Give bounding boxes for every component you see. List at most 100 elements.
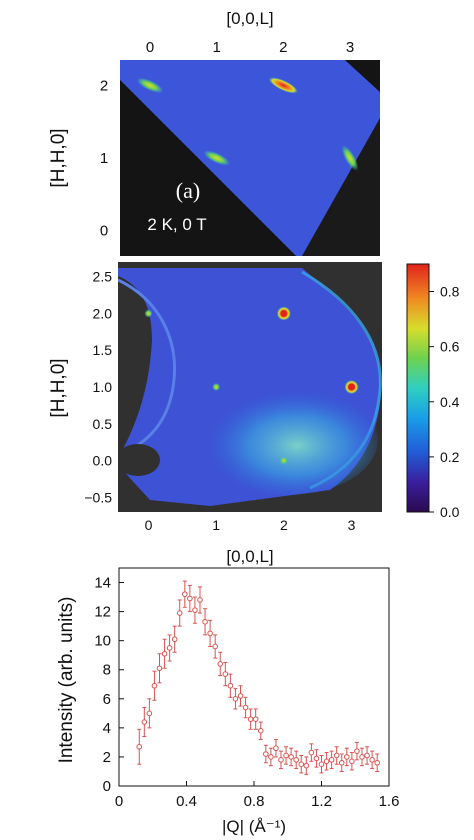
panel-b-xlabel: [0,0,L] — [226, 547, 273, 566]
tick-label: 8 — [103, 662, 111, 679]
data-point — [166, 645, 173, 651]
data-point — [176, 610, 183, 616]
tick-label: 1.6 — [379, 793, 400, 810]
data-point — [227, 682, 234, 689]
tick-label: 2 — [280, 517, 288, 533]
colorbar-tick-label: 0.0 — [440, 504, 460, 520]
panel-b-arc — [118, 278, 177, 454]
data-point — [318, 761, 325, 768]
panel-a-map — [120, 60, 380, 256]
data-point — [212, 643, 218, 650]
data-point — [278, 757, 284, 763]
bragg-peak — [341, 145, 359, 171]
data-point — [268, 754, 274, 760]
tick-label: 4 — [103, 720, 111, 737]
data-point — [207, 630, 213, 637]
tick-label: 12 — [94, 604, 111, 621]
tick-label: 1 — [212, 517, 220, 533]
bragg-peak — [268, 77, 298, 94]
bragg-peak — [212, 383, 221, 391]
panel-a-ylabel: [H,H,0] — [48, 128, 69, 187]
data-point — [288, 754, 294, 760]
tick-label: 0 — [115, 793, 123, 810]
panel-a-xticks: 0 1 2 3 — [146, 39, 354, 56]
colorbar-tick-label: 0.2 — [440, 449, 460, 465]
tick-label: 0 — [100, 223, 108, 240]
panel-b-diffuse — [198, 385, 378, 495]
panel-b: 0 1 2 3 2.5 2.0 1.5 1.0 0.5 0.0 −0.5 [H,H,0] [0,0… — [48, 262, 460, 566]
data-point — [308, 749, 315, 756]
panel-c-xlabel: |Q| (Å⁻¹) — [222, 817, 286, 836]
data-point — [237, 693, 244, 699]
tick-label: 1 — [100, 150, 108, 167]
panel-a-yticks: 2 1 0 — [100, 77, 108, 239]
panel-b-yticks: 2.5 2.0 1.5 1.0 0.5 0.0 −0.5 — [84, 269, 112, 506]
data-point — [222, 671, 229, 677]
data-point — [338, 759, 345, 766]
data-point — [247, 716, 254, 722]
tick-label: 1.5 — [93, 342, 113, 358]
data-point — [187, 595, 193, 602]
data-point — [182, 591, 188, 597]
panel-a-peaks — [136, 77, 359, 171]
panel-b-inner-dark — [118, 444, 160, 476]
bragg-peak-core — [280, 309, 288, 317]
colorbar-tick-label: 0.4 — [440, 394, 460, 410]
panel-c-ylabel: Intensity (arb. units) — [56, 597, 77, 764]
data-point — [333, 752, 340, 759]
data-point — [156, 665, 163, 672]
tick-label: 2 — [279, 39, 287, 56]
tick-label: 2 — [100, 77, 108, 94]
data-point — [257, 727, 264, 734]
tick-label: 0.5 — [93, 416, 113, 432]
data-point — [303, 762, 310, 769]
data-point — [374, 759, 380, 766]
data-point — [328, 757, 335, 763]
panel-b-map — [118, 268, 382, 506]
data-point — [293, 757, 299, 763]
panel-b-xticks: 0 1 2 3 — [145, 517, 356, 533]
panel-a-condition: 2 K, 0 T — [147, 215, 206, 234]
tick-label: 0 — [145, 517, 153, 533]
data-point — [283, 752, 289, 759]
tick-label: 0 — [146, 39, 154, 56]
tick-label: 14 — [94, 575, 111, 592]
tick-label: 2.5 — [93, 269, 113, 285]
data-point — [161, 650, 168, 657]
tick-label: 1.0 — [93, 379, 113, 395]
tick-label: 3 — [348, 517, 356, 533]
panel-c-series — [136, 580, 380, 775]
tick-label: 0.0 — [93, 453, 113, 469]
data-point — [136, 743, 143, 750]
data-point — [273, 745, 279, 752]
data-point — [359, 754, 365, 760]
data-point — [369, 757, 375, 763]
tick-label: 0.4 — [176, 793, 197, 810]
bragg-peak — [203, 150, 230, 166]
colorbar-ticks: 0.8 0.6 0.4 0.2 0.0 — [429, 284, 460, 520]
tick-label: 1.2 — [311, 793, 332, 810]
panel-a: [0,0,L] 0 1 2 3 [H,H,0] 2 1 0 (a) 2 K, 0 T — [48, 9, 380, 256]
tick-label: 3 — [346, 39, 354, 56]
data-point — [298, 761, 305, 768]
data-point — [217, 661, 224, 667]
tick-label: 0.8 — [244, 793, 265, 810]
bragg-peak — [279, 456, 288, 465]
panel-a-band — [120, 60, 380, 256]
data-point — [242, 704, 249, 711]
data-point — [354, 748, 360, 754]
bragg-peak — [136, 77, 164, 94]
data-point — [323, 758, 330, 765]
data-point — [202, 618, 208, 625]
data-point — [252, 716, 259, 722]
data-point — [192, 607, 198, 613]
panel-a-xlabel: [0,0,L] — [226, 9, 273, 28]
panel-a-dark-corner-right — [345, 60, 380, 92]
data-point — [197, 597, 203, 603]
bragg-peak — [144, 309, 153, 318]
panel-c-yticks: 14 12 10 8 6 4 2 0 — [94, 575, 124, 795]
data-point — [146, 710, 153, 717]
tick-label: 1 — [212, 39, 220, 56]
data-point — [364, 752, 370, 759]
